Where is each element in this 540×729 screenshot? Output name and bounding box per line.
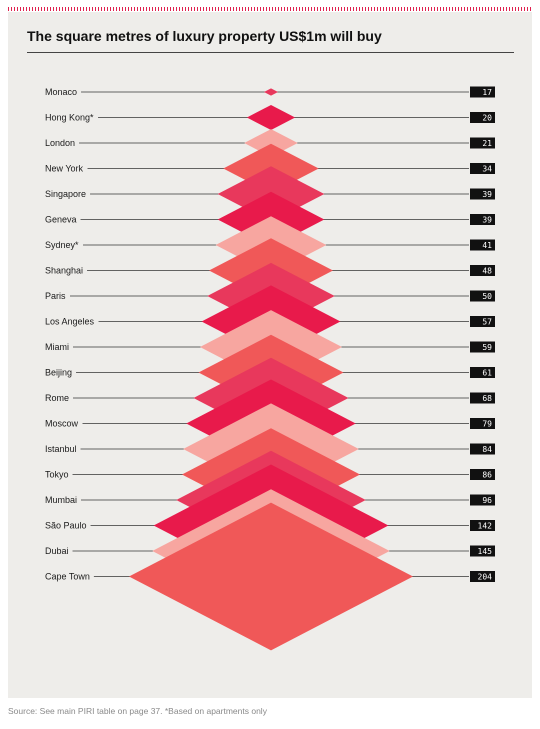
city-label: Mumbai [45, 495, 77, 505]
value-label: 142 [478, 522, 493, 531]
city-label: Istanbul [45, 444, 77, 454]
value-label: 17 [482, 88, 492, 97]
value-box [470, 443, 495, 455]
city-label: Dubai [45, 546, 69, 556]
value-label: 34 [482, 165, 492, 174]
value-label: 84 [482, 445, 492, 454]
label-background [43, 213, 81, 226]
city-label: Monaco [45, 87, 77, 97]
city-label: Beijing [45, 368, 72, 378]
label-background [43, 417, 83, 430]
value-box [470, 163, 495, 174]
source-note: Source: See main PIRI table on page 37. … [8, 706, 267, 716]
value-label: 39 [482, 216, 492, 225]
value-label: 86 [482, 471, 492, 480]
value-label: 57 [482, 318, 492, 327]
diamond-stack [129, 88, 413, 651]
value-box [470, 265, 495, 276]
label-background [43, 239, 84, 251]
value-box [470, 392, 495, 404]
label-background [43, 315, 99, 328]
value-label: 48 [482, 267, 492, 276]
diamond-mark [264, 88, 278, 96]
value-label: 145 [478, 547, 493, 556]
label-background [43, 264, 88, 277]
value-label: 41 [482, 241, 492, 250]
city-label: Los Angeles [45, 317, 95, 327]
value-label: 20 [482, 114, 492, 123]
label-background [43, 468, 73, 481]
value-label: 61 [482, 369, 492, 378]
value-label: 79 [482, 420, 492, 429]
label-background [43, 290, 71, 302]
value-label: 21 [482, 139, 492, 148]
city-label: Geneva [45, 215, 77, 225]
top-accent-stripe [8, 7, 532, 11]
label-background [43, 519, 91, 532]
diamond-mark [244, 129, 298, 157]
value-label: 39 [482, 190, 492, 199]
label-background [43, 366, 77, 379]
city-label: Tokyo [45, 470, 69, 480]
value-box [470, 290, 495, 302]
value-box [470, 520, 495, 531]
value-box [470, 316, 495, 327]
city-label: Singapore [45, 189, 86, 199]
label-background [43, 443, 81, 455]
value-label: 59 [482, 343, 492, 352]
label-background [43, 111, 99, 124]
value-box [470, 137, 495, 149]
label-background [43, 137, 80, 149]
value-box [470, 571, 495, 582]
label-background [43, 162, 88, 175]
value-label: 68 [482, 394, 492, 403]
value-label: 204 [478, 573, 493, 582]
diamond-mark [129, 502, 413, 651]
value-label: 96 [482, 496, 492, 505]
label-background [43, 570, 94, 583]
city-labels: Monaco Hong Kong* London New York Singapore G… [43, 86, 99, 583]
value-box [470, 418, 495, 429]
diamond-mark [246, 104, 296, 131]
city-label: Paris [45, 291, 66, 301]
value-labels: 17 20 21 34 39 39 41 48 50 57 59 61 68 79 84 86 96 142 145… [470, 86, 495, 582]
chart-title: The square metres of luxury property US$… [27, 28, 382, 44]
city-label: Miami [45, 342, 69, 352]
label-background [43, 392, 74, 404]
city-label: Sydney* [45, 240, 79, 250]
label-background [43, 545, 73, 557]
city-label: Rome [45, 393, 69, 403]
value-label: 50 [482, 292, 492, 301]
value-box [470, 494, 495, 506]
label-background [43, 341, 73, 353]
value-box [470, 239, 495, 251]
city-label: Moscow [45, 419, 79, 429]
label-background [43, 188, 91, 200]
city-label: Cape Town [45, 572, 90, 582]
value-box [470, 367, 495, 378]
value-box [470, 341, 495, 353]
city-label: London [45, 138, 75, 148]
value-box [470, 545, 495, 557]
value-box [470, 86, 495, 98]
city-label: Shanghai [45, 266, 83, 276]
title-rule [27, 52, 514, 53]
value-box [470, 214, 495, 225]
city-label: New York [45, 164, 84, 174]
city-label: Hong Kong* [45, 113, 94, 123]
value-box [470, 469, 495, 480]
value-box [470, 112, 495, 123]
city-label: São Paulo [45, 521, 87, 531]
label-background [43, 86, 82, 98]
value-box [470, 188, 495, 200]
label-background [43, 494, 82, 506]
